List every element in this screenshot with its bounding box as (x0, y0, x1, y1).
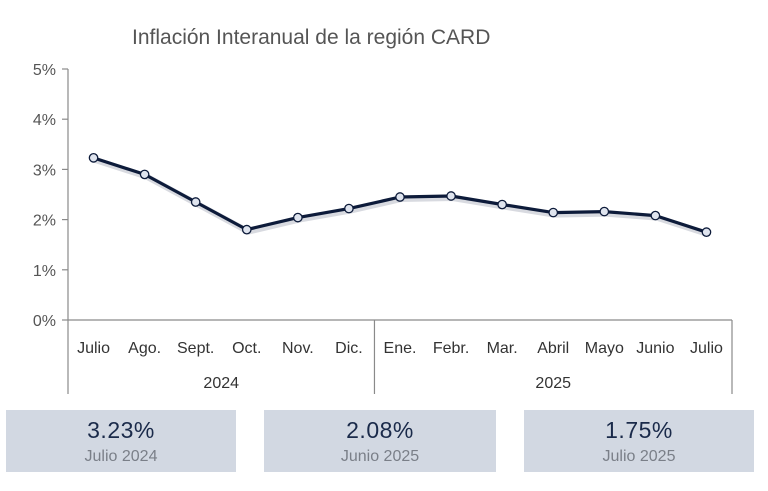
data-point (190, 197, 201, 207)
y-tick-label: 3% (33, 162, 56, 179)
data-point (139, 169, 150, 180)
summary-card-julio-2024: 3.23% Julio 2024 (6, 410, 236, 472)
data-point (395, 192, 405, 202)
data-point (599, 206, 610, 217)
x-tick-label: Oct. (232, 340, 261, 357)
year-group-label: 2025 (535, 375, 571, 392)
data-point (548, 207, 559, 218)
data-point (241, 224, 252, 235)
x-tick-label: Nov. (282, 340, 314, 357)
summary-card-junio-2025: 2.08% Junio 2025 (264, 410, 496, 472)
card-value: 3.23% (87, 417, 155, 443)
card-value: 2.08% (346, 417, 414, 443)
x-tick-label: Mar. (487, 340, 518, 357)
data-point (497, 199, 508, 210)
data-point (292, 212, 303, 223)
y-tick-label: 4% (33, 112, 56, 129)
plot-area (88, 153, 712, 238)
data-point (344, 203, 354, 214)
x-tick-label: Dic. (335, 340, 363, 357)
chart-title: Inflación Interanual de la región CARD (132, 26, 490, 49)
card-value: 1.75% (605, 417, 673, 443)
summary-card-julio-2025: 1.75% Julio 2025 (524, 410, 754, 472)
data-point (446, 191, 456, 201)
x-tick-label: Febr. (433, 340, 469, 357)
x-tick-label: Ene. (384, 340, 417, 357)
year-group-label: 2024 (203, 375, 239, 392)
x-axis: Julio Ago. Sept. Oct. Nov. Dic. Ene. Febr. Mar. A… (67, 319, 733, 394)
x-tick-label: Sept. (177, 340, 214, 357)
y-tick-label: 2% (33, 213, 56, 230)
x-tick-label: Ago. (128, 340, 161, 357)
x-tick-label: Julio (77, 340, 110, 357)
y-tick-label: 5% (33, 62, 56, 79)
x-tick-label: Junio (636, 340, 674, 357)
x-tick-label: Mayo (585, 340, 624, 357)
data-point (88, 153, 99, 163)
x-tick-label: Julio (690, 340, 723, 357)
x-tick-label: Abril (537, 340, 569, 357)
inflation-chart: Inflación Interanual de la región CARD 0… (33, 26, 733, 394)
y-axis: 0% 1% 2% 3% 4% 5% (33, 62, 69, 330)
data-point (650, 210, 661, 221)
y-tick-label: 1% (33, 263, 56, 280)
data-point (701, 227, 712, 237)
card-label: Julio 2024 (84, 448, 158, 465)
y-tick-label: 0% (33, 313, 56, 330)
card-label: Julio 2025 (602, 448, 676, 465)
card-label: Junio 2025 (340, 448, 420, 465)
